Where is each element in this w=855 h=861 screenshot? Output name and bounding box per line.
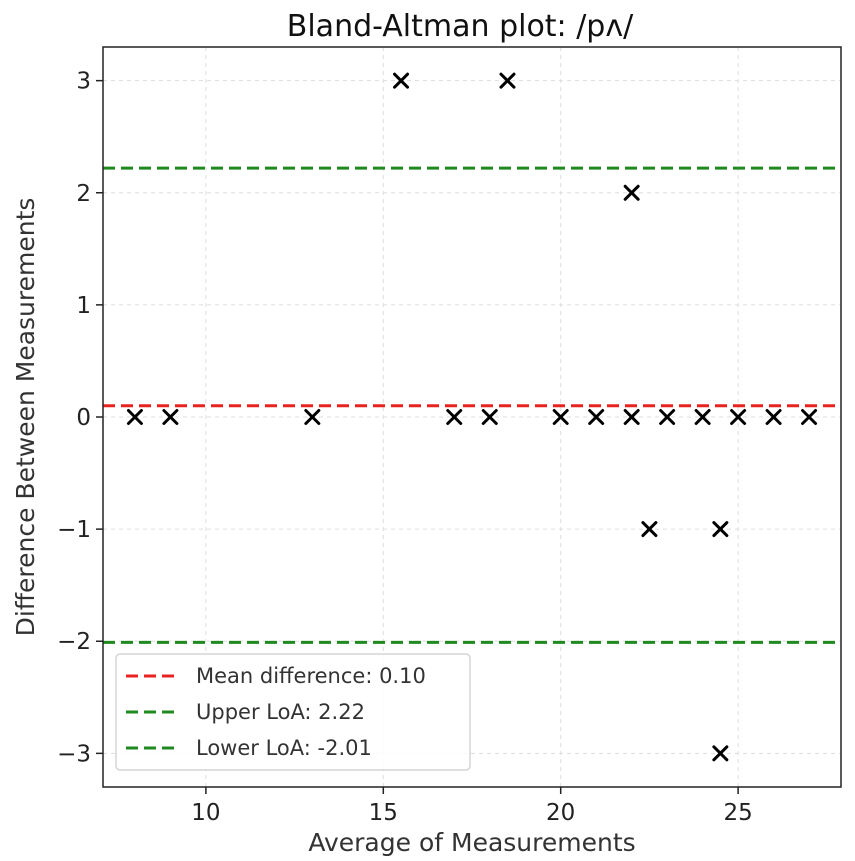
y-tick-label: −2 bbox=[57, 629, 91, 655]
marker-stroke bbox=[446, 409, 463, 425]
data-point bbox=[552, 409, 569, 425]
marker-stroke bbox=[552, 409, 569, 425]
marker-stroke bbox=[712, 521, 729, 538]
chart-title: Bland-Altman plot: /pʌ/ bbox=[287, 9, 634, 44]
marker-stroke bbox=[801, 409, 818, 425]
marker-stroke bbox=[393, 72, 410, 89]
marker-stroke bbox=[659, 409, 676, 425]
legend-label: Upper LoA: 2.22 bbox=[196, 700, 365, 724]
marker-stroke bbox=[126, 409, 143, 425]
legend-box bbox=[115, 653, 471, 771]
data-point bbox=[499, 72, 516, 89]
data-point bbox=[801, 409, 818, 425]
y-tick-label: −3 bbox=[57, 741, 91, 767]
y-axis-label: Difference Between Measurements bbox=[11, 198, 40, 637]
data-point bbox=[712, 745, 729, 762]
marker-stroke bbox=[623, 409, 640, 425]
data-point bbox=[659, 409, 676, 425]
data-point bbox=[588, 409, 605, 425]
marker-stroke bbox=[765, 409, 782, 425]
data-point bbox=[641, 521, 658, 538]
x-tick-label: 15 bbox=[369, 800, 398, 826]
data-point bbox=[393, 72, 410, 89]
data-point bbox=[304, 409, 321, 425]
x-tick-label: 20 bbox=[546, 800, 575, 826]
data-point bbox=[162, 409, 179, 425]
x-axis-label: Average of Measurements bbox=[308, 828, 635, 857]
legend: Mean difference: 0.10 Upper LoA: 2.22 Lowe… bbox=[115, 653, 471, 771]
marker-stroke bbox=[588, 409, 605, 425]
data-point bbox=[623, 409, 640, 425]
data-point bbox=[481, 409, 498, 425]
y-tick-label: 3 bbox=[76, 69, 91, 95]
data-point bbox=[126, 409, 143, 425]
data-point bbox=[730, 409, 747, 425]
data-point bbox=[765, 409, 782, 425]
data-point bbox=[712, 521, 729, 538]
marker-stroke bbox=[641, 521, 658, 538]
marker-stroke bbox=[623, 184, 640, 201]
legend-entry: Upper LoA: 2.22 bbox=[126, 700, 365, 724]
reference-lines bbox=[103, 166, 841, 644]
legend-label: Mean difference: 0.10 bbox=[196, 664, 426, 688]
data-point bbox=[694, 409, 711, 425]
data-point bbox=[446, 409, 463, 425]
data-point bbox=[623, 184, 640, 201]
x-tick-label: 10 bbox=[191, 800, 220, 826]
marker-stroke bbox=[162, 409, 179, 425]
legend-entry: Lower LoA: -2.01 bbox=[126, 736, 372, 760]
marker-stroke bbox=[304, 409, 321, 425]
marker-stroke bbox=[499, 72, 516, 89]
y-tick-label: 2 bbox=[76, 181, 91, 207]
legend-entry: Mean difference: 0.10 bbox=[126, 664, 426, 688]
y-tick-label: −1 bbox=[57, 517, 91, 543]
y-axis-ticks: −3 −2 −1 0 1 2 3 bbox=[57, 69, 103, 767]
marker-stroke bbox=[481, 409, 498, 425]
legend-label: Lower LoA: -2.01 bbox=[196, 736, 372, 760]
x-tick-label: 25 bbox=[723, 800, 752, 826]
marker-stroke bbox=[730, 409, 747, 425]
y-tick-label: 1 bbox=[76, 293, 91, 319]
marker-stroke bbox=[694, 409, 711, 425]
x-axis-ticks: 10 15 20 25 bbox=[191, 787, 753, 826]
data-points bbox=[126, 72, 818, 762]
marker-stroke bbox=[712, 745, 729, 762]
y-tick-label: 0 bbox=[76, 405, 91, 431]
